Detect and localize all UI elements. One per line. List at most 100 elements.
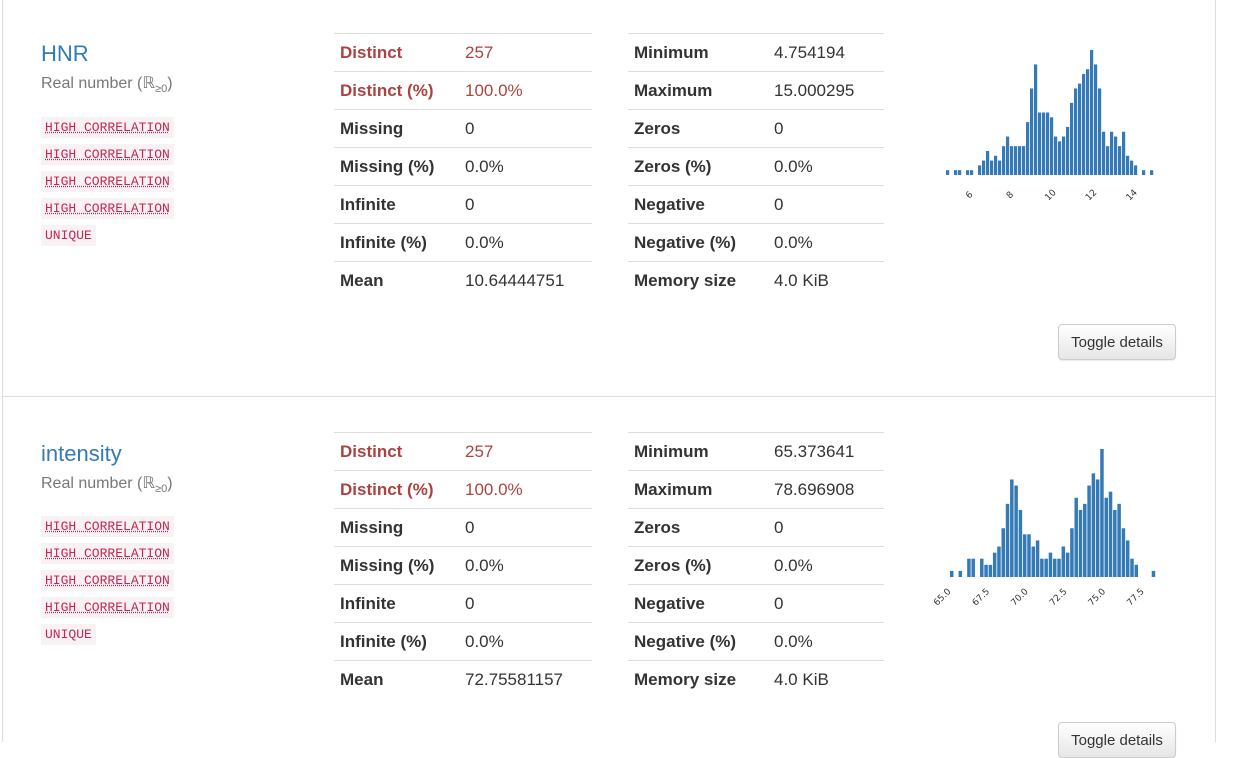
histogram-bar	[1010, 479, 1014, 577]
stat-label: Distinct	[334, 33, 459, 72]
histogram-bar	[1018, 146, 1022, 175]
histogram-bar	[1001, 528, 1005, 577]
histogram-bar	[1082, 74, 1086, 175]
stat-value: 0	[459, 508, 592, 547]
stat-row-distinct: Distinct 257	[334, 33, 592, 72]
toggle-details-button[interactable]: Toggle details	[1058, 324, 1176, 360]
stat-label: Infinite (%)	[334, 622, 459, 661]
histogram-bar	[1086, 69, 1090, 175]
histogram-bar	[1113, 509, 1117, 577]
histogram-tick-label: 72.5	[1048, 587, 1069, 608]
stat-label: Negative (%)	[628, 622, 768, 661]
histogram-bar	[958, 170, 962, 175]
histogram-bar	[1074, 497, 1078, 577]
variable-name[interactable]: intensity	[41, 441, 122, 466]
histogram-bar	[1130, 558, 1134, 577]
stat-row-negative-pct: Negative (%) 0.0%	[628, 622, 884, 661]
stat-label: Memory size	[628, 261, 768, 299]
variable-type: Real number (ℝ≥0)	[41, 75, 173, 96]
stat-label: Infinite (%)	[334, 223, 459, 262]
stat-label: Zeros (%)	[628, 147, 768, 186]
histogram-tick-label: 12	[1084, 188, 1099, 203]
histogram-bar	[1114, 136, 1118, 175]
histogram-bar	[1134, 165, 1138, 175]
histogram-bar	[1087, 485, 1091, 577]
histogram-bar	[954, 170, 958, 175]
histogram-bar	[1102, 131, 1106, 175]
stat-label: Negative	[628, 185, 768, 224]
stat-row-mean: Mean 72.75581157	[334, 660, 592, 698]
histogram-bar	[1118, 146, 1122, 175]
histogram-bar	[1006, 136, 1010, 175]
stat-row-infinite: Infinite 0	[334, 584, 592, 623]
stat-row-zeros: Zeros 0	[628, 508, 884, 547]
stat-label: Maximum	[628, 470, 768, 509]
histogram-bar	[1134, 564, 1139, 577]
histogram-bar	[1040, 558, 1044, 577]
stat-label: Negative (%)	[628, 223, 768, 262]
histogram-bar	[971, 558, 975, 577]
histogram-bar	[1108, 491, 1113, 577]
stat-row-infinite-pct: Infinite (%) 0.0%	[334, 622, 592, 661]
histogram-bar	[1083, 503, 1087, 577]
histogram-bar	[1121, 528, 1126, 577]
stat-value: 0.0%	[768, 622, 884, 661]
histogram-bar	[1053, 558, 1057, 577]
histogram-bar	[1014, 146, 1018, 175]
variable-panel-hnr: HNR Real number (ℝ≥0) HIGH CORRELATION H…	[2, 0, 1216, 397]
histogram-bar	[1151, 570, 1156, 577]
histogram-bar	[1065, 552, 1070, 577]
stat-value: 4.0 KiB	[768, 261, 884, 299]
histogram-bar	[966, 170, 970, 175]
histogram-bar	[992, 552, 997, 577]
histogram-bar	[1117, 503, 1121, 577]
stat-value: 0	[459, 109, 592, 148]
stat-value: 257	[459, 33, 592, 72]
stat-label: Zeros	[628, 109, 768, 148]
stats-table-left: Distinct 257 Distinct (%) 100.0% Missing 0 …	[334, 432, 592, 698]
stat-value: 0	[768, 584, 884, 623]
variable-name[interactable]: HNR	[41, 41, 89, 66]
high-correlation-tag[interactable]: HIGH CORRELATION	[41, 144, 174, 165]
high-correlation-tag[interactable]: HIGH CORRELATION	[41, 543, 174, 564]
histogram-bar	[1005, 503, 1010, 577]
high-correlation-tag[interactable]: HIGH CORRELATION	[41, 117, 174, 138]
high-correlation-tag[interactable]: HIGH CORRELATION	[41, 570, 174, 591]
histogram-bar	[1070, 528, 1074, 577]
histogram-chart: 6 8 10 12 14	[946, 50, 1154, 203]
histogram-tick-label: 14	[1125, 188, 1140, 203]
high-correlation-tag[interactable]: HIGH CORRELATION	[41, 516, 174, 537]
stat-row-missing: Missing 0	[334, 508, 592, 547]
stat-label: Distinct (%)	[334, 470, 459, 509]
histogram-bar	[1091, 473, 1096, 577]
stat-value: 0.0%	[768, 546, 884, 585]
histogram-bar	[1031, 546, 1036, 577]
histogram-bar	[1044, 558, 1048, 577]
stat-row-zeros-pct: Zeros (%) 0.0%	[628, 546, 884, 585]
stat-label: Distinct (%)	[334, 71, 459, 110]
histogram-bar	[1100, 449, 1104, 577]
stat-row-negative-pct: Negative (%) 0.0%	[628, 223, 884, 262]
stat-value: 78.696908	[768, 470, 884, 509]
stat-value: 0	[768, 508, 884, 547]
histogram-bar	[1034, 64, 1038, 175]
histogram-tick-label: 70.0	[1009, 587, 1030, 608]
stat-row-distinct: Distinct 257	[334, 432, 592, 471]
stat-label: Memory size	[628, 660, 768, 698]
high-correlation-tag[interactable]: HIGH CORRELATION	[41, 198, 174, 219]
variable-panel-intensity: intensity Real number (ℝ≥0) HIGH CORRELA…	[2, 397, 1216, 758]
histogram-tick-label: 65.0	[932, 587, 953, 608]
stat-label: Zeros	[628, 508, 768, 547]
toggle-details-button[interactable]: Toggle details	[1058, 722, 1176, 758]
stat-value: 100.0%	[459, 71, 592, 110]
stat-row-negative: Negative 0	[628, 185, 884, 224]
histogram-tick-label: 8	[1005, 190, 1016, 201]
high-correlation-tag[interactable]: HIGH CORRELATION	[41, 171, 174, 192]
histogram-bar	[1095, 479, 1100, 577]
stat-row-zeros-pct: Zeros (%) 0.0%	[628, 147, 884, 186]
histogram-bar	[1054, 136, 1058, 175]
high-correlation-tag[interactable]: HIGH CORRELATION	[41, 597, 174, 618]
stat-value: 10.64444751	[459, 261, 592, 299]
stat-value: 4.754194	[768, 33, 884, 72]
histogram-tick-label: 6	[964, 190, 975, 201]
